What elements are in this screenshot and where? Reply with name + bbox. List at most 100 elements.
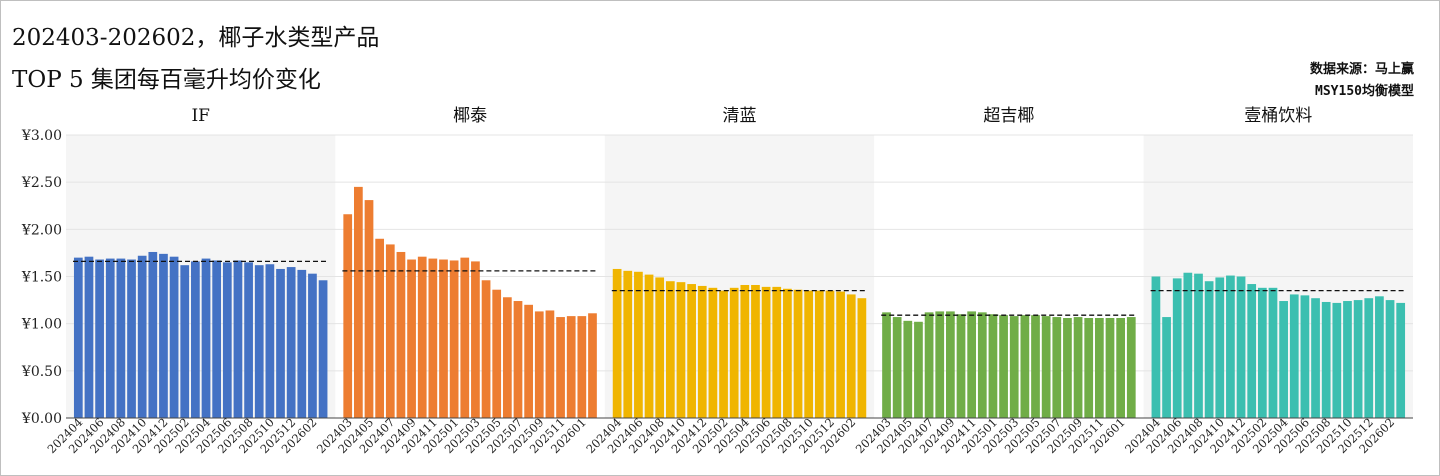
bar (244, 262, 253, 418)
bar (502, 297, 512, 418)
panel-title: IF (191, 106, 210, 126)
y-tick-label: ¥1.00 (21, 317, 62, 333)
bar (1172, 278, 1182, 418)
bar (836, 291, 845, 418)
bar (471, 261, 480, 418)
y-tick-label: ¥1.50 (21, 270, 62, 286)
bar (577, 316, 587, 418)
bar (159, 253, 168, 418)
bar (212, 260, 222, 418)
bar (1073, 317, 1083, 418)
bar (201, 258, 211, 418)
bar (655, 277, 665, 418)
bar (566, 316, 576, 418)
bar (364, 200, 374, 418)
bar (1396, 302, 1406, 418)
bar (846, 294, 856, 418)
bar (665, 281, 675, 418)
bar (634, 271, 643, 418)
bar (761, 286, 771, 418)
bar (814, 290, 824, 418)
bar (407, 259, 416, 418)
bar (513, 301, 523, 418)
bar (804, 290, 814, 418)
bar (254, 265, 264, 418)
bar (956, 314, 966, 418)
bar (644, 274, 654, 418)
bar (1236, 276, 1246, 418)
bar (1151, 276, 1161, 418)
bar (1268, 287, 1278, 418)
bar (1279, 301, 1288, 418)
bar (1353, 300, 1363, 418)
bar (924, 312, 934, 418)
bar (105, 258, 115, 418)
bar (396, 251, 406, 418)
bar (1311, 298, 1320, 418)
bar (222, 262, 232, 418)
bar (439, 259, 448, 418)
bar (1385, 300, 1395, 418)
bar (297, 269, 307, 418)
bar (751, 284, 760, 418)
bar (1300, 295, 1310, 418)
bar (783, 288, 792, 418)
data-source-label: 数据来源：马上赢 (1309, 62, 1414, 77)
bar (1375, 296, 1384, 418)
bar (935, 311, 945, 418)
bar (148, 251, 158, 418)
bar (449, 260, 459, 418)
y-tick-label: ¥0.50 (21, 364, 62, 380)
panel-title: 清蓝 (723, 106, 757, 126)
bar (127, 259, 136, 418)
bar (914, 321, 923, 418)
bar (233, 260, 243, 418)
bar (1031, 315, 1040, 418)
bar (946, 311, 955, 418)
bar (1321, 301, 1331, 418)
chart-title-line2: TOP 5 集团每百毫升均价变化 (12, 67, 321, 93)
bar (1020, 315, 1030, 418)
chart-title-line1: 202403-202602，椰子水类型产品 (12, 25, 380, 51)
bar (1215, 277, 1225, 418)
y-tick-label: ¥3.00 (21, 128, 62, 144)
bar (191, 261, 200, 418)
bar (892, 317, 902, 418)
bar (1116, 318, 1126, 418)
bar (137, 255, 147, 418)
y-tick-label: ¥0.00 (21, 411, 62, 427)
bar (116, 258, 126, 418)
bar (708, 287, 718, 418)
bar (772, 286, 782, 418)
bar (612, 268, 622, 418)
bar (1226, 275, 1235, 418)
bar (556, 317, 565, 418)
bar (1343, 301, 1352, 418)
bar (492, 289, 502, 418)
bar (545, 310, 555, 418)
bar (343, 214, 353, 418)
bar (1257, 287, 1267, 418)
bar (265, 264, 275, 418)
bar (697, 285, 707, 418)
bar (84, 256, 94, 418)
bar (428, 258, 438, 418)
bar (988, 314, 998, 418)
bar (676, 282, 686, 418)
bar (460, 257, 470, 418)
bar (534, 311, 544, 418)
bar (385, 244, 395, 418)
bar (1247, 284, 1257, 418)
bar (1105, 318, 1115, 418)
bar (977, 312, 987, 418)
bar (1084, 318, 1094, 418)
bar (793, 289, 803, 418)
bar (1009, 316, 1019, 418)
bar (1063, 318, 1072, 418)
bar (1194, 273, 1203, 418)
bar (740, 284, 750, 418)
bar (1094, 318, 1104, 418)
bar (999, 315, 1008, 418)
panel-title: 超吉椰 (983, 106, 1034, 126)
